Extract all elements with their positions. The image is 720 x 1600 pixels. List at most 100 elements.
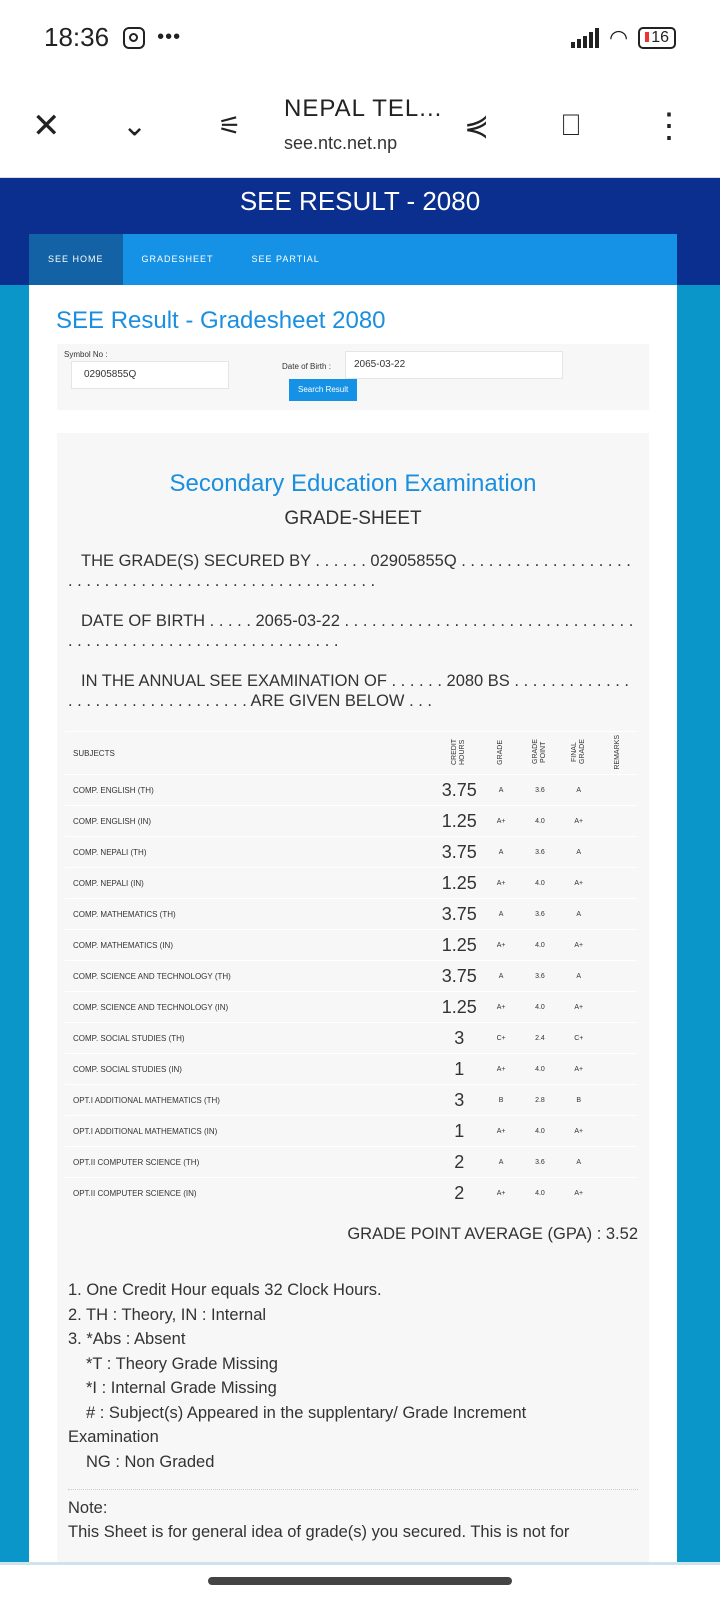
wifi-icon: ◠ [609,24,629,50]
cell-final-grade: A [559,898,599,930]
browser-url[interactable]: see.ntc.net.np [284,133,398,153]
cell-grade-point: 3.6 [520,1146,560,1178]
site-settings-icon[interactable]: ⚟ [218,110,242,141]
legend-notes: 1. One Credit Hour equals 32 Clock Hours… [68,1278,638,1474]
more-notifications-icon: ••• [157,26,182,48]
sheet-subheading: GRADE-SHEET [284,508,422,529]
nav-see-partial[interactable]: SEE PARTIAL [251,254,320,264]
clock: 18:36 [44,22,110,52]
site-title: SEE RESULT - 2080 [239,186,481,216]
search-result-button[interactable]: Search Result [289,379,358,401]
table-row: COMP. MATHEMATICS (TH) 3.75 A 3.6 A [65,898,637,930]
col-grade-point: GRADE POINT [531,739,547,765]
home-indicator[interactable] [208,1577,512,1585]
table-row: COMP. NEPALI (IN) 1.25 A+ 4.0 A+ [65,867,637,899]
cell-credit-hours: 3.75 [436,836,482,868]
cell-final-grade: A+ [559,991,599,1023]
page-title: SEE Result - Gradesheet 2080 [56,307,386,334]
cell-grade-point: 3.6 [520,774,560,806]
cell-remarks [598,1177,637,1209]
cell-grade: A [481,960,521,992]
cell-grade-point: 3.6 [520,898,560,930]
cell-grade: A+ [481,805,521,837]
cell-subject: COMP. SOCIAL STUDIES (IN) [65,1053,437,1085]
col-credit-hours: CREDIT HOURS [451,738,467,766]
gesture-bar [0,1562,720,1600]
table-row: COMP. ENGLISH (IN) 1.25 A+ 4.0 A+ [65,805,637,837]
cell-remarks [598,1115,637,1147]
cell-remarks [598,960,637,992]
gpa: GRADE POINT AVERAGE (GPA) : 3.52 [347,1225,638,1243]
table-row: OPT.II COMPUTER SCIENCE (TH) 2 A 3.6 A [65,1146,637,1178]
browser-page-title: NEPAL TEL... [284,95,443,122]
cell-final-grade: A+ [559,1177,599,1209]
cell-grade-point: 4.0 [520,1053,560,1085]
close-icon[interactable]: ✕ [32,107,61,145]
symbol-input[interactable]: 02905855Q [71,361,229,389]
sheet-heading: Secondary Education Examination [169,470,537,497]
chevron-down-icon[interactable]: ⌄ [122,109,148,143]
cell-credit-hours: 3 [436,1022,482,1054]
cell-grade: A+ [481,1177,521,1209]
cell-final-grade: A [559,836,599,868]
note-text: This Sheet is for general idea of grade(… [68,1523,570,1541]
cell-subject: COMP. SCIENCE AND TECHNOLOGY (IN) [65,991,437,1023]
cell-credit-hours: 3.75 [436,774,482,806]
cell-subject: OPT.II COMPUTER SCIENCE (TH) [65,1146,437,1178]
note-title: Note: [68,1499,108,1517]
cell-grade-point: 4.0 [520,805,560,837]
nav-gradesheet[interactable]: GRADESHEET [141,254,214,264]
instagram-icon [123,26,146,49]
web-page: SEE RESULT - 2080 SEE HOME GRADESHEET SE… [0,178,720,1562]
cell-grade: A [481,774,521,806]
note-item: # : Subject(s) Appeared in the supplenta… [86,1403,527,1422]
col-subjects: SUBJECTS [65,731,437,775]
cell-credit-hours: 2 [436,1146,482,1178]
cell-credit-hours: 2 [436,1177,482,1209]
table-row: COMP. NEPALI (TH) 3.75 A 3.6 A [65,836,637,868]
cell-remarks [598,836,637,868]
cell-grade: A [481,1146,521,1178]
note-item: NG : Non Graded [86,1452,215,1471]
browser-toolbar: ✕ ⌄ ⚟ NEPAL TEL... see.ntc.net.np ⋞ ⎕ ⋮ [0,75,720,178]
note-item: *I : Internal Grade Missing [86,1379,277,1397]
cell-subject: COMP. ENGLISH (IN) [65,805,437,837]
col-remarks: REMARKS [613,734,621,770]
cell-final-grade: A+ [559,1053,599,1085]
cell-final-grade: A [559,774,599,806]
bookmark-icon[interactable]: ⎕ [562,109,580,142]
cell-subject: OPT.II COMPUTER SCIENCE (IN) [65,1177,437,1209]
cell-remarks [598,929,637,961]
cell-remarks [598,1084,637,1116]
secured-by-line: THE GRADE(S) SECURED BY . . . . . . 0290… [68,552,631,590]
more-options-icon[interactable]: ⋮ [652,107,686,145]
cell-grade: C+ [481,1022,521,1054]
cell-grade-point: 4.0 [520,867,560,899]
cell-final-grade: A+ [559,805,599,837]
table-row: COMP. MATHEMATICS (IN) 1.25 A+ 4.0 A+ [65,929,637,961]
cell-remarks [598,774,637,806]
table-row: COMP. ENGLISH (TH) 3.75 A 3.6 A [65,774,637,806]
note-item: *T : Theory Grade Missing [86,1354,278,1373]
dob-input[interactable]: 2065-03-22 [345,351,563,379]
battery-icon: 16 [638,26,676,49]
cell-subject: OPT.I ADDITIONAL MATHEMATICS (IN) [65,1115,437,1147]
cell-subject: COMP. SOCIAL STUDIES (TH) [65,1022,437,1054]
cell-grade: A+ [481,929,521,961]
cell-final-grade: A+ [559,929,599,961]
cell-grade: A [481,898,521,930]
grades-table: SUBJECTS CREDIT HOURS GRADE GRADE POINT … [65,731,637,1209]
cell-grade-point: 4.0 [520,1115,560,1147]
cell-grade-point: 2.4 [520,1022,560,1054]
cell-credit-hours: 3.75 [436,898,482,930]
cell-grade-point: 4.0 [520,929,560,961]
dob-line: DATE OF BIRTH . . . . . 2065-03-22 . . .… [68,612,634,650]
symbol-label: Symbol No : [64,350,108,359]
disclaimer: Note: This Sheet is for general idea of … [68,1496,569,1544]
share-icon[interactable]: ⋞ [464,109,490,143]
nav-see-home[interactable]: SEE HOME [29,234,123,285]
cell-grade-point: 3.6 [520,836,560,868]
cell-grade: A [481,836,521,868]
cell-credit-hours: 1.25 [436,991,482,1023]
cell-grade: A+ [481,1115,521,1147]
